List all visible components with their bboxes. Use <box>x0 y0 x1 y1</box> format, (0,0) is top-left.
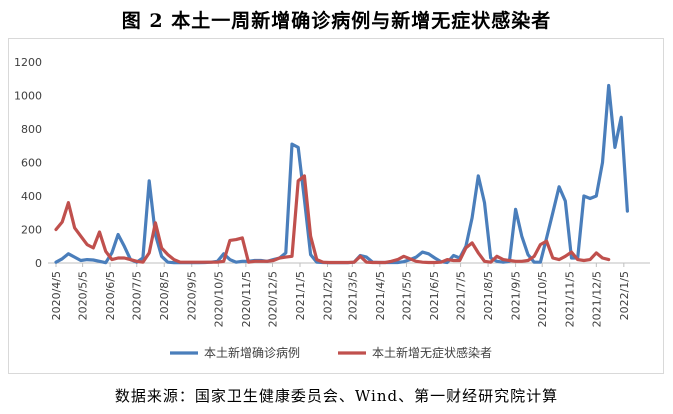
x-tick-label: 2020/5/5 <box>77 271 90 320</box>
x-tick-label: 2021/10/5 <box>536 271 549 327</box>
x-tick-label: 2020/11/5 <box>240 271 253 327</box>
x-axis: 2020/4/5 2020/5/5 2020/6/5 2020/7/5 2020/8/5… <box>48 262 650 327</box>
series-line-asymptomatic <box>54 174 611 265</box>
series-lines <box>54 83 630 265</box>
y-tick-label: 400 <box>21 190 42 203</box>
x-tick-label: 2020/10/5 <box>212 271 225 327</box>
x-tick-label: 2021/9/5 <box>510 271 523 320</box>
x-tick-label: 2021/12/5 <box>590 271 603 327</box>
x-tick-label: 2021/5/5 <box>400 271 413 320</box>
series-line-confirmed <box>54 83 630 265</box>
x-tick-label: 2020/4/5 <box>50 271 63 320</box>
y-axis: 0 200 400 600 800 1000 1200 <box>14 56 42 270</box>
x-tick-label: 2021/2/5 <box>321 271 334 320</box>
chart-frame <box>8 38 664 374</box>
y-tick-label: 1200 <box>14 56 42 69</box>
y-tick-label: 600 <box>21 157 42 170</box>
legend-label: 本土新增确诊病例 <box>204 345 300 360</box>
x-tick-label: 2020/12/5 <box>266 271 279 327</box>
x-tick-label: 2022/1/5 <box>618 271 631 320</box>
y-tick-label: 800 <box>21 123 42 136</box>
x-tick-label: 2021/6/5 <box>428 271 441 320</box>
x-tick-label: 2021/8/5 <box>482 271 495 320</box>
chart-title: 图 2 本土一周新增确诊病例与新增无症状感染者 <box>121 10 552 32</box>
x-tick-label: 2021/1/5 <box>294 271 307 320</box>
data-source-note: 数据来源：国家卫生健康委员会、Wind、第一财经研究院计算 <box>114 387 559 405</box>
x-tick-label: 2020/6/5 <box>104 271 117 320</box>
legend: 本土新增确诊病例 本土新增无症状感染者 <box>170 345 492 360</box>
legend-label: 本土新增无症状感染者 <box>372 345 492 360</box>
x-tick-label: 2021/7/5 <box>455 271 468 320</box>
x-tick-label: 2020/7/5 <box>131 271 144 320</box>
x-tick-label: 2021/11/5 <box>564 271 577 327</box>
x-tick-label: 2020/9/5 <box>186 271 199 320</box>
y-tick-label: 1000 <box>14 90 42 103</box>
x-tick-label: 2021/3/5 <box>346 271 359 320</box>
x-tick-label: 2021/4/5 <box>374 271 387 320</box>
x-tick-label: 2020/8/5 <box>158 271 171 320</box>
y-tick-label: 200 <box>21 224 42 237</box>
y-tick-label: 0 <box>35 257 42 270</box>
